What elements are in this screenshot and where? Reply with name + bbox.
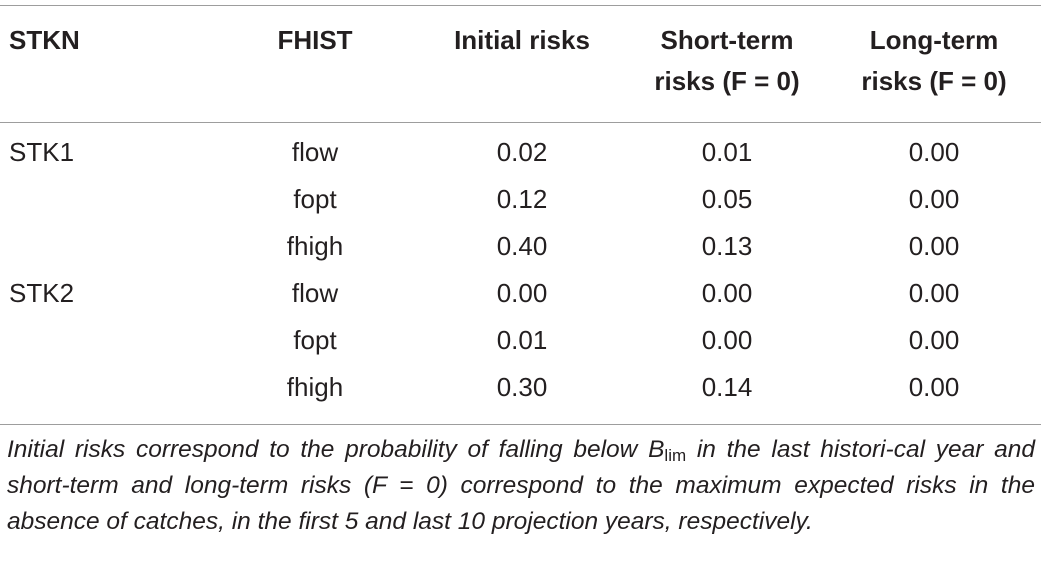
cell-long-term-risk: 0.00 <box>908 184 960 214</box>
cell-long-term-risk: 0.00 <box>908 231 960 261</box>
cell-initial-risk: 0.40 <box>496 231 548 261</box>
table-bottom-rule <box>0 424 1041 425</box>
cell-fhist: fhigh <box>286 372 344 402</box>
header-fhist: FHIST <box>277 25 353 55</box>
cell-long-term-risk: 0.00 <box>908 325 960 355</box>
cell-long-term-risk: 0.00 <box>908 278 960 308</box>
footnote-subscript: lim <box>664 446 687 465</box>
cell-fhist: fopt <box>293 184 337 214</box>
cell-initial-risk: 0.01 <box>496 325 548 355</box>
cell-fhist: flow <box>291 278 339 308</box>
cell-stkn: STK2 <box>9 278 75 308</box>
header-short-term-line1: Short-term <box>660 25 794 55</box>
cell-short-term-risk: 0.00 <box>701 278 753 308</box>
cell-long-term-risk: 0.00 <box>908 372 960 402</box>
header-short-term-risks: Short-term risks (F = 0) <box>635 20 819 102</box>
cell-fhist: flow <box>291 137 339 167</box>
table-header-rule <box>0 122 1041 123</box>
header-long-term-risks: Long-term risks (F = 0) <box>842 20 1026 102</box>
cell-initial-risk: 0.30 <box>496 372 548 402</box>
table-top-rule <box>0 5 1041 6</box>
cell-initial-risk: 0.00 <box>496 278 548 308</box>
cell-stkn: STK1 <box>9 137 75 167</box>
footnote-text-part2: in the last histori-cal year and short-t… <box>7 436 1035 535</box>
cell-short-term-risk: 0.00 <box>701 325 753 355</box>
cell-long-term-risk: 0.00 <box>908 137 960 167</box>
table-footnote: Initial risks correspond to the probabil… <box>7 432 1035 540</box>
cell-short-term-risk: 0.01 <box>701 137 753 167</box>
header-long-term-line1: Long-term <box>869 25 999 55</box>
footnote-text-part1: Initial risks correspond to the probabil… <box>7 436 665 463</box>
header-long-term-line2: risks (F = 0) <box>861 66 1007 96</box>
cell-initial-risk: 0.02 <box>496 137 548 167</box>
cell-initial-risk: 0.12 <box>496 184 548 214</box>
cell-fhist: fopt <box>293 325 337 355</box>
cell-short-term-risk: 0.14 <box>701 372 753 402</box>
header-stkn: STKN <box>9 25 80 55</box>
header-short-term-line2: risks (F = 0) <box>654 66 800 96</box>
cell-fhist: fhigh <box>286 231 344 261</box>
header-initial-risks: Initial risks <box>454 25 590 55</box>
cell-short-term-risk: 0.13 <box>701 231 753 261</box>
cell-short-term-risk: 0.05 <box>701 184 753 214</box>
